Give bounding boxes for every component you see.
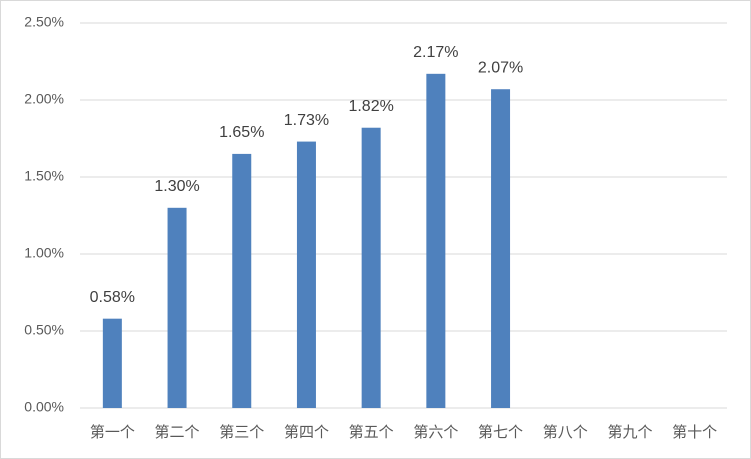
x-tick-label: 第七个	[478, 423, 523, 441]
x-tick-label: 第二个	[155, 423, 200, 441]
bar	[167, 207, 187, 408]
y-tick-label: 2.50%	[24, 14, 64, 30]
x-tick-label: 第一个	[90, 423, 135, 441]
x-tick-label: 第五个	[349, 423, 394, 441]
data-label: 1.30%	[154, 178, 199, 195]
bar	[102, 318, 122, 408]
y-tick-label: 2.00%	[24, 91, 64, 107]
data-label: 1.73%	[284, 112, 329, 129]
bar	[426, 73, 446, 408]
data-label: 2.17%	[413, 44, 458, 61]
x-tick-label: 第三个	[219, 423, 264, 441]
data-label: 1.65%	[219, 124, 264, 141]
bar	[232, 153, 252, 408]
bar	[296, 141, 316, 408]
x-tick-label: 第八个	[543, 423, 588, 441]
y-tick-label: 0.00%	[24, 399, 64, 415]
x-tick-label: 第九个	[607, 423, 652, 441]
x-tick-label: 第六个	[413, 423, 458, 441]
data-label: 0.58%	[90, 289, 135, 306]
data-label: 2.07%	[478, 59, 523, 76]
data-label: 1.82%	[348, 98, 393, 115]
y-tick-label: 1.50%	[24, 168, 64, 184]
bar	[361, 127, 381, 408]
x-tick-label: 第四个	[284, 423, 329, 441]
bar	[491, 89, 511, 408]
x-tick-label: 第十个	[672, 423, 717, 441]
y-tick-label: 0.50%	[24, 322, 64, 338]
y-tick-label: 1.00%	[24, 245, 64, 261]
